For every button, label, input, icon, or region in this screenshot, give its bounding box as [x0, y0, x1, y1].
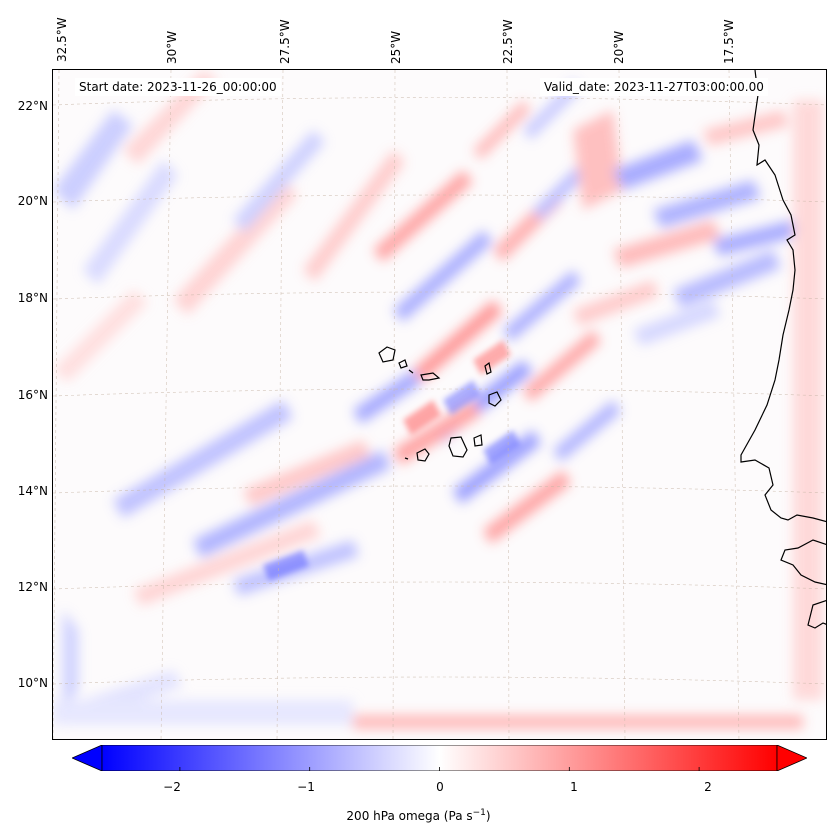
omega-field-map	[53, 70, 826, 739]
island-fogo	[416, 448, 430, 462]
colorbar-tick-label: 1	[570, 780, 578, 794]
african-coastline	[740, 70, 826, 629]
lat-label-16n: 16°N	[17, 388, 48, 402]
colorbar-gradient	[101, 744, 778, 772]
colorbar-max-extend	[776, 744, 809, 772]
graticule	[53, 70, 826, 739]
lat-label-10n: 10°N	[17, 676, 48, 690]
lon-label-22.5w: 22.5°W	[501, 19, 515, 64]
start-date-label: Start date: 2023-11-26_00:00:00	[75, 78, 281, 96]
lon-label-25w: 25°W	[389, 30, 403, 64]
map-background	[53, 70, 826, 739]
lon-label-27.5w: 27.5°W	[278, 19, 292, 64]
island-santa-luzia	[408, 369, 414, 374]
colorbar	[70, 744, 809, 772]
colorbar-svg	[70, 744, 809, 772]
colorbar-tick-label: 2	[704, 780, 712, 794]
lon-label-17.5w: 17.5°W	[722, 19, 736, 64]
colorbar-label: 200 hPa omega (Pa s−1)	[0, 808, 837, 823]
colorbar-min-extend	[70, 744, 103, 772]
island-boa-vista	[488, 391, 502, 407]
lat-label-18n: 18°N	[17, 291, 48, 305]
lon-label-32.5w: 32.5°W	[55, 17, 69, 62]
island-sao-vicente	[398, 359, 408, 369]
coastlines	[378, 70, 826, 629]
colorbar-tick-label: 0	[436, 780, 444, 794]
island-brava	[404, 457, 409, 460]
omega-field	[53, 70, 823, 729]
colorbar-ticks	[179, 767, 700, 771]
valid-date-label: Valid_date: 2023-11-27T03:00:00.00	[540, 78, 768, 96]
lat-label-14n: 14°N	[17, 484, 48, 498]
colorbar-label-main: 200 hPa omega (Pa s	[346, 809, 473, 823]
lat-label-22n: 22°N	[17, 99, 48, 113]
island-santiago	[448, 436, 468, 458]
island-sao-nicolau	[420, 372, 441, 381]
lat-label-12n: 12°N	[17, 580, 48, 594]
colorbar-tick-label: −1	[297, 780, 315, 794]
island-sal	[484, 361, 492, 375]
colorbar-label-end: )	[485, 809, 491, 823]
island-maio	[473, 434, 483, 447]
colorbar-tick-label: −2	[163, 780, 181, 794]
lat-label-20n: 20°N	[17, 194, 48, 208]
map-panel	[52, 69, 827, 740]
lon-label-20w: 20°W	[612, 30, 626, 64]
colorbar-label-superscript: −1	[472, 808, 486, 818]
island-santo-antao	[378, 346, 396, 363]
omega-detail	[263, 340, 521, 581]
lon-label-30w: 30°W	[165, 30, 179, 64]
